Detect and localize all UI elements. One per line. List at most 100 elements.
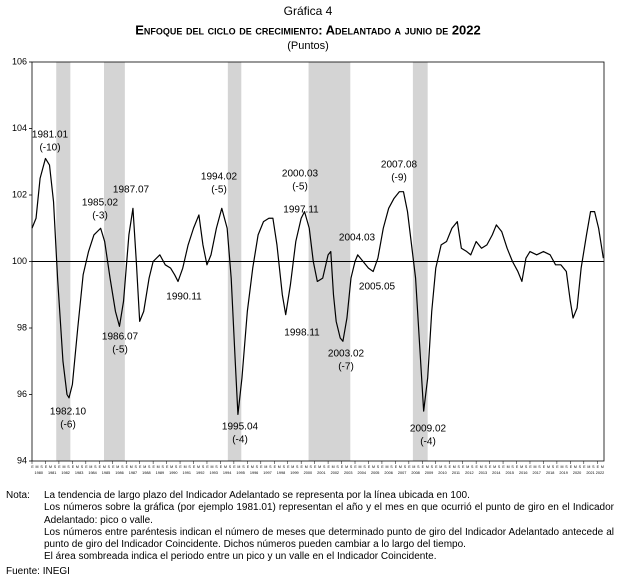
- month-label: S: [484, 465, 487, 469]
- month-label: M: [507, 465, 510, 469]
- y-tick-label: 96: [17, 389, 27, 399]
- month-label: E: [85, 465, 88, 469]
- month-label: E: [112, 465, 115, 469]
- notes-row: Nota: La tendencia de largo plazo del In…: [6, 490, 614, 564]
- x-tick-label: 1990: [169, 471, 177, 475]
- month-label: S: [81, 465, 84, 469]
- month-label: E: [381, 465, 384, 469]
- month-label: S: [323, 465, 326, 469]
- annotation-label: 1997.11: [283, 205, 319, 216]
- month-label: S: [215, 465, 218, 469]
- month-label: S: [229, 465, 232, 469]
- month-label: E: [152, 465, 155, 469]
- y-tick-label: 94: [17, 455, 27, 465]
- x-tick-label: 2019: [559, 471, 567, 475]
- month-label: E: [556, 465, 559, 469]
- x-tick-label: 1983: [75, 471, 83, 475]
- x-tick-label: 1988: [142, 471, 150, 475]
- annotation-lag: (-6): [60, 420, 76, 431]
- month-label: E: [408, 465, 411, 469]
- annotation-label: 1995.04: [222, 422, 259, 433]
- month-label: M: [211, 465, 214, 469]
- chart-subtitle: (Puntos): [287, 40, 329, 52]
- month-label: E: [395, 465, 398, 469]
- month-label: E: [368, 465, 371, 469]
- month-label: S: [350, 465, 353, 469]
- month-label: S: [565, 465, 568, 469]
- month-label: E: [247, 465, 250, 469]
- x-tick-label: 2018: [546, 471, 554, 475]
- month-label: S: [161, 465, 164, 469]
- x-tick-label: 1981: [48, 471, 56, 475]
- y-tick-label: 98: [17, 322, 27, 332]
- month-label: M: [574, 465, 577, 469]
- month-label: S: [121, 465, 124, 469]
- x-tick-label: 1995: [236, 471, 244, 475]
- month-label: M: [103, 465, 106, 469]
- x-tick-label: 2017: [532, 471, 540, 475]
- month-label: E: [314, 465, 317, 469]
- month-label: M: [143, 465, 146, 469]
- month-label: S: [256, 465, 259, 469]
- month-label: E: [31, 465, 34, 469]
- x-tick-label: 2006: [384, 471, 392, 475]
- annotation-lag: (-4): [232, 435, 248, 446]
- month-label: S: [390, 465, 393, 469]
- month-label: E: [99, 465, 102, 469]
- x-tick-label: 1987: [129, 471, 137, 475]
- x-tick-label: 1993: [209, 471, 217, 475]
- month-label: M: [291, 465, 294, 469]
- month-label: M: [412, 465, 415, 469]
- month-label: S: [135, 465, 138, 469]
- month-label: M: [332, 465, 335, 469]
- x-tick-label: 1994: [223, 471, 231, 475]
- month-label: E: [206, 465, 209, 469]
- month-label: M: [372, 465, 375, 469]
- month-label: S: [363, 465, 366, 469]
- month-label: E: [233, 465, 236, 469]
- x-tick-label: 2007: [398, 471, 406, 475]
- month-label: E: [475, 465, 478, 469]
- month-label: M: [237, 465, 240, 469]
- month-label: E: [529, 465, 532, 469]
- x-tick-label: 2009: [425, 471, 433, 475]
- month-label: S: [175, 465, 178, 469]
- month-label: M: [466, 465, 469, 469]
- month-label: S: [444, 465, 447, 469]
- month-label: M: [305, 465, 308, 469]
- month-label: M: [197, 465, 200, 469]
- month-label: E: [166, 465, 169, 469]
- month-label: S: [377, 465, 380, 469]
- month-label: M: [251, 465, 254, 469]
- source: Fuente: INEGI: [6, 565, 70, 577]
- month-label: M: [264, 465, 267, 469]
- month-label: S: [538, 465, 541, 469]
- month-label: M: [385, 465, 388, 469]
- x-tick-label: 1982: [61, 471, 69, 475]
- month-label: E: [354, 465, 357, 469]
- annotation-label: 2004.03: [339, 233, 376, 244]
- month-label: M: [493, 465, 496, 469]
- x-tick-label: 2012: [465, 471, 473, 475]
- month-label: M: [170, 465, 173, 469]
- x-tick-label: 1986: [115, 471, 123, 475]
- series-line: [31, 157, 604, 416]
- month-label: S: [283, 465, 286, 469]
- note-line: El área sombreada indica el periodo entr…: [44, 551, 437, 563]
- month-label: S: [242, 465, 245, 469]
- month-label: S: [458, 465, 461, 469]
- month-label: E: [260, 465, 263, 469]
- month-label: S: [579, 465, 582, 469]
- month-label: M: [399, 465, 402, 469]
- y-tick-label: 106: [12, 56, 27, 66]
- month-label: E: [462, 465, 465, 469]
- month-label: M: [278, 465, 281, 469]
- annotation-label: 1998.11: [284, 328, 320, 339]
- month-label: E: [543, 465, 546, 469]
- x-tick-label: 2000: [304, 471, 312, 475]
- annotation-lag: (-4): [420, 437, 436, 448]
- x-tick-label: 2020: [573, 471, 581, 475]
- annotation-lag: (-5): [292, 182, 308, 193]
- y-tick-label: 102: [12, 189, 27, 199]
- x-tick-label: 1997: [263, 471, 271, 475]
